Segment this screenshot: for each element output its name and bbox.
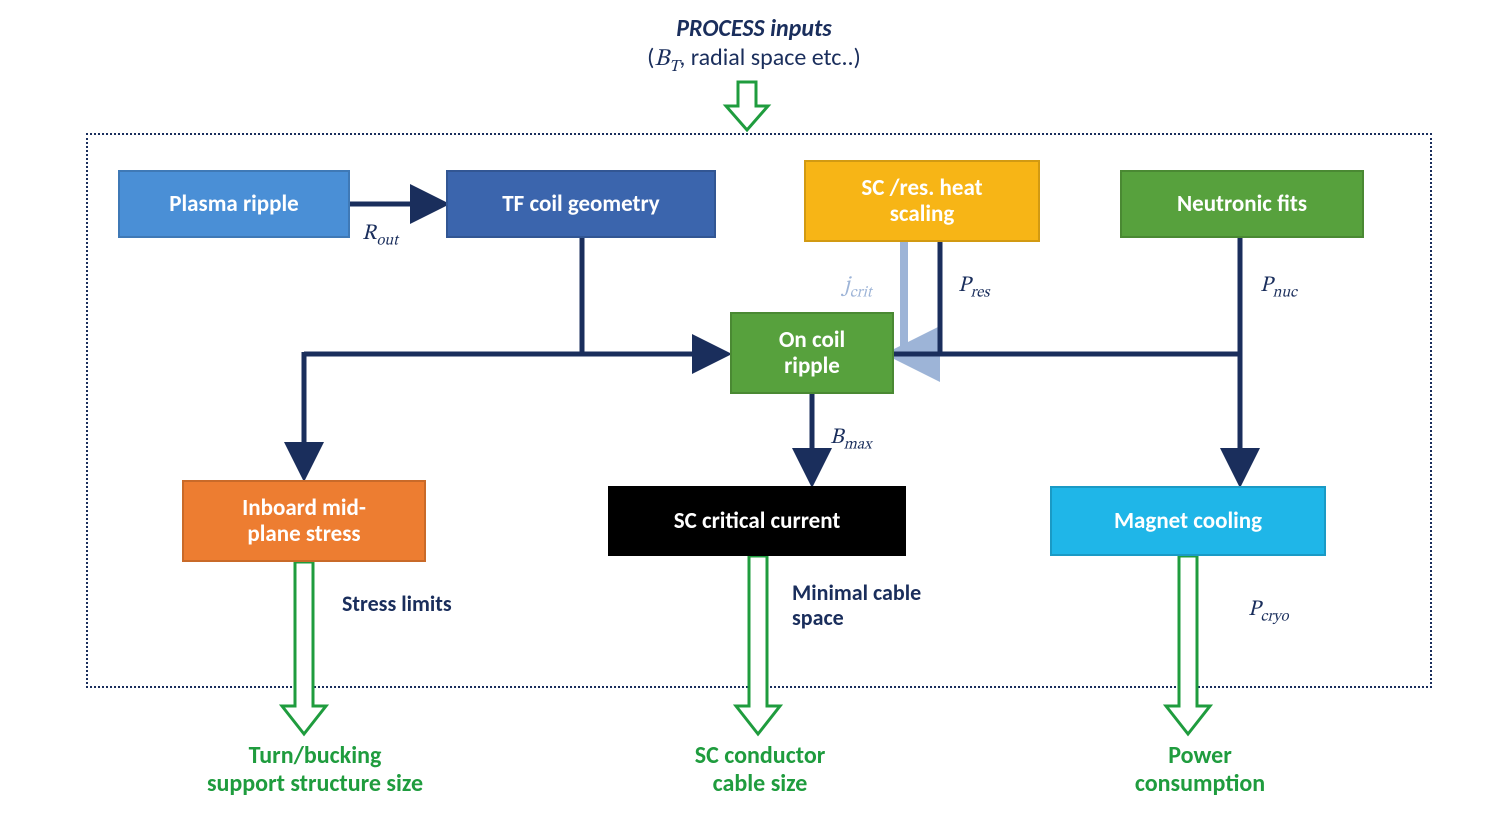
- node-plasma-ripple-label: Plasma ripple: [169, 191, 298, 217]
- output-sc-cable-l2: cable size: [713, 769, 808, 798]
- label-b-max-var: B: [830, 427, 844, 449]
- node-sc-heat-label: SC /res. heat scaling: [861, 175, 982, 228]
- label-r-out-var: R: [362, 223, 377, 245]
- node-neutronic-fits: Neutronic fits: [1120, 170, 1364, 238]
- node-on-coil-l2: ripple: [784, 352, 840, 380]
- output-turn-bucking-l2: support structure size: [207, 769, 423, 798]
- label-b-max: Bmax: [830, 424, 871, 454]
- label-p-cryo-sub: cryo: [1261, 608, 1289, 624]
- node-inboard-stress: Inboard mid- plane stress: [182, 480, 426, 562]
- label-min-cable-l1: Minimal cable: [792, 579, 921, 606]
- node-sc-crit-label: SC critical current: [674, 508, 841, 534]
- node-inboard-l1: Inboard mid-: [242, 494, 366, 522]
- label-p-nuc-sub: nuc: [1273, 284, 1298, 300]
- output-power-l1: Power: [1168, 741, 1232, 770]
- header-sub-suffix: , radial space etc..): [679, 43, 860, 72]
- header-title: PROCESS inputs: [0, 14, 1508, 43]
- node-magnet-cooling-label: Magnet cooling: [1114, 508, 1262, 534]
- node-on-coil-l1: On coil: [779, 326, 845, 354]
- node-on-coil-label: On coil ripple: [779, 327, 845, 380]
- label-r-out: Rout: [362, 220, 398, 250]
- diagram-header: PROCESS inputs (BT, radial space etc..): [0, 14, 1508, 77]
- node-on-coil-ripple: On coil ripple: [730, 312, 894, 394]
- node-neutronic-label: Neutronic fits: [1177, 191, 1307, 217]
- output-power-consumption: Power consumption: [1105, 742, 1295, 797]
- label-j-crit-sub: crit: [850, 284, 872, 300]
- label-p-cryo: Pcryo: [1248, 596, 1289, 626]
- label-p-cryo-var: P: [1248, 599, 1261, 621]
- header-sub-var: B: [654, 47, 669, 71]
- node-tf-geometry-label: TF coil geometry: [502, 191, 659, 217]
- header-sub-varsub: T: [669, 58, 679, 75]
- node-sc-heat-l2: scaling: [890, 200, 955, 228]
- output-sc-cable-l1: SC conductor: [695, 741, 826, 770]
- node-magnet-cooling: Magnet cooling: [1050, 486, 1326, 556]
- label-min-cable-l2: space: [792, 604, 844, 631]
- node-sc-heat-l1: SC /res. heat: [861, 174, 982, 202]
- label-b-max-sub: max: [844, 436, 872, 452]
- label-p-res-sub: res: [971, 284, 990, 300]
- label-minimal-cable: Minimal cable space: [792, 580, 921, 631]
- node-sc-heat-scaling: SC /res. heat scaling: [804, 160, 1040, 242]
- label-p-res: Pres: [958, 272, 989, 302]
- label-stress-limits: Stress limits: [342, 590, 452, 617]
- output-sc-cable: SC conductor cable size: [650, 742, 870, 797]
- label-r-out-sub: out: [377, 232, 399, 248]
- node-sc-critical-current: SC critical current: [608, 486, 906, 556]
- label-j-crit: jcrit: [844, 272, 872, 302]
- output-turn-bucking: Turn/bucking support structure size: [170, 742, 460, 797]
- header-title-text: PROCESS inputs: [676, 14, 832, 43]
- node-tf-geometry: TF coil geometry: [446, 170, 716, 238]
- node-inboard-l2: plane stress: [247, 520, 360, 548]
- label-p-nuc-var: P: [1260, 275, 1273, 297]
- output-power-l2: consumption: [1135, 769, 1265, 798]
- node-plasma-ripple: Plasma ripple: [118, 170, 350, 238]
- label-p-nuc: Pnuc: [1260, 272, 1297, 302]
- label-p-res-var: P: [958, 275, 971, 297]
- node-inboard-label: Inboard mid- plane stress: [242, 495, 366, 548]
- arrow-header-to-box: [726, 82, 768, 130]
- output-turn-bucking-l1: Turn/bucking: [249, 741, 382, 770]
- label-stress-limits-text: Stress limits: [342, 590, 452, 617]
- header-subtitle: (BT, radial space etc..): [0, 43, 1508, 77]
